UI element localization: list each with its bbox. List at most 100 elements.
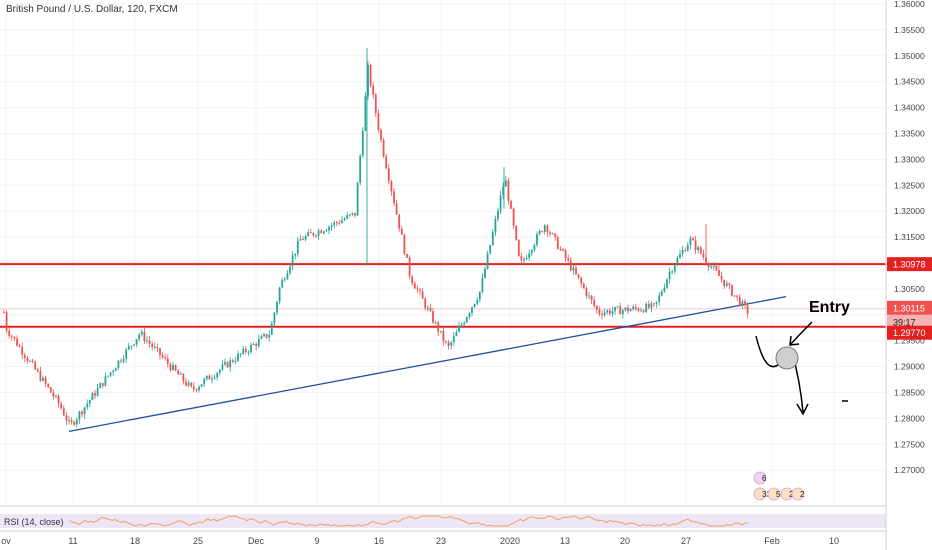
candle-body xyxy=(42,377,44,381)
candle-body xyxy=(49,387,52,393)
candle-body xyxy=(211,378,213,380)
candle-body xyxy=(218,369,221,373)
candle-body xyxy=(159,347,161,356)
candle-body xyxy=(627,307,629,312)
candle-body xyxy=(291,255,294,267)
candle-body xyxy=(582,283,585,289)
candle-body xyxy=(465,317,468,323)
candle-body xyxy=(169,363,172,370)
price-badge-level-low: 1.29770 xyxy=(893,328,926,338)
candle-body xyxy=(723,279,726,286)
candle-body xyxy=(281,279,284,288)
candle-body xyxy=(289,266,291,274)
candle-body xyxy=(135,339,138,345)
candle-body xyxy=(221,364,224,370)
candle-body xyxy=(668,271,671,280)
candle-body xyxy=(429,307,432,312)
price-badge-level-low-bg xyxy=(887,325,932,340)
candle-body xyxy=(476,299,479,304)
candle-body xyxy=(671,271,674,273)
candle-body xyxy=(681,250,684,255)
candle-body xyxy=(400,228,403,235)
candle-body xyxy=(541,230,544,232)
candle-body xyxy=(715,265,718,271)
candle-body xyxy=(452,336,455,343)
candle-body xyxy=(117,360,120,369)
candle-body xyxy=(65,415,68,421)
candle-body xyxy=(406,253,408,258)
candle-body xyxy=(213,377,216,379)
candle-body xyxy=(21,346,24,355)
candle-body xyxy=(507,180,510,201)
projection-drawing xyxy=(755,321,848,416)
x-tick-label: 13 xyxy=(560,536,570,546)
candle-body xyxy=(348,214,351,216)
event-badge-count: 6 xyxy=(762,474,767,483)
candle-body xyxy=(629,309,632,312)
y-tick-label: 1.29000 xyxy=(894,362,925,372)
candle-body xyxy=(182,373,185,382)
candle-body xyxy=(203,378,206,385)
candle-body xyxy=(720,275,723,280)
entry-label: Entry xyxy=(809,299,850,316)
rsi-label: RSI (14, close) xyxy=(4,517,64,527)
candle-body xyxy=(369,64,372,86)
x-tick-label: 27 xyxy=(681,536,691,546)
candle-body xyxy=(403,234,406,254)
x-tick-label: 20 xyxy=(620,536,630,546)
price-axis: 1.36000 1.35500 1.35000 1.34500 1.34000 1.335… xyxy=(885,0,925,550)
trendline-layer xyxy=(68,296,787,432)
candle-body xyxy=(554,233,557,238)
candle-body xyxy=(26,357,29,362)
event-badges: 633 51 2 2 xyxy=(753,471,805,501)
candle-body xyxy=(621,310,624,315)
candle-body xyxy=(304,235,307,240)
event-badge xyxy=(753,471,767,485)
candle-body xyxy=(572,267,575,271)
candle-body xyxy=(338,222,341,224)
candle-body xyxy=(88,400,91,404)
candle-body xyxy=(697,247,700,250)
candle-body xyxy=(390,181,393,192)
grid xyxy=(0,0,886,506)
candle-body xyxy=(525,258,528,260)
event-badge xyxy=(791,487,805,501)
candle-body xyxy=(608,310,611,314)
candle-body xyxy=(502,186,505,196)
candle-body xyxy=(712,265,715,267)
candle-body xyxy=(343,218,346,221)
candle-body xyxy=(57,395,60,404)
candle-body xyxy=(647,304,650,308)
y-tick-label: 1.34500 xyxy=(894,77,925,87)
candle-body xyxy=(356,182,359,216)
candle-body xyxy=(450,342,453,346)
candle-body xyxy=(3,312,5,314)
candle-body xyxy=(177,370,180,375)
candle-body xyxy=(528,253,531,259)
entry-arrow xyxy=(790,321,813,345)
candle-body xyxy=(692,238,694,241)
candle-body xyxy=(34,361,37,370)
candle-body xyxy=(679,254,681,258)
candle-body xyxy=(694,240,697,250)
candle-body xyxy=(192,386,195,390)
candle-body xyxy=(634,306,637,309)
candle-body xyxy=(606,310,609,313)
candle-body xyxy=(112,370,115,373)
price-badge-countdown-bg xyxy=(887,314,932,329)
candle-body xyxy=(611,311,614,314)
candle-body xyxy=(309,232,312,234)
candle-body xyxy=(226,362,229,368)
candle-body xyxy=(185,381,187,386)
candle-body xyxy=(546,225,549,233)
candle-body xyxy=(36,369,39,372)
candle-body xyxy=(640,310,642,312)
candle-body xyxy=(296,240,299,254)
candle-body xyxy=(619,306,622,315)
candle-body xyxy=(725,283,728,286)
candle-body xyxy=(153,346,156,348)
candle-body xyxy=(18,345,21,347)
candle-body xyxy=(515,225,518,240)
candle-body xyxy=(94,393,96,396)
